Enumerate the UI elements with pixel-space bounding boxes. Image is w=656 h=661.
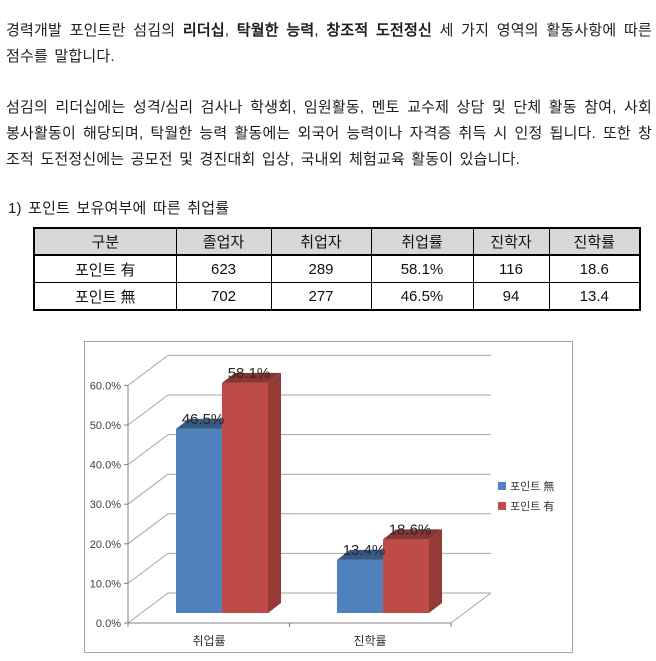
table-cell: 289: [270, 254, 372, 283]
legend-swatch: [498, 482, 506, 490]
header-cell-graduates: 졸업자: [175, 227, 272, 256]
y-tick-label: 10.0%: [90, 578, 121, 590]
header-cell-employed: 취업자: [270, 227, 372, 256]
category-label: 취업률: [192, 634, 225, 648]
section-heading: 1) 포인트 보유여부에 따른 취업률: [8, 200, 230, 217]
table-cell: 46.5%: [370, 282, 474, 311]
value-label: 58.1%: [228, 365, 271, 382]
table-cell: 277: [270, 282, 372, 311]
value-label: 18.6%: [389, 521, 432, 538]
p1-keyword-leadership: 리더십: [182, 22, 225, 39]
bar: [383, 529, 442, 613]
gridline-depth: [127, 592, 169, 624]
legend-swatch: [498, 502, 506, 510]
table-cell: 94: [472, 282, 550, 311]
bar: [222, 372, 281, 613]
header-cell-category: 구분: [33, 227, 177, 256]
gridline-depth: [127, 394, 169, 426]
table-header-row: 구분 졸업자 취업자 취업률 진학자 진학률: [33, 227, 641, 256]
intro-paragraph-2: 섬김의 리더십에는 성격/심리 검사나 학생회, 임원활동, 멘토 교수제 상담…: [6, 99, 652, 168]
gridline-depth: [127, 513, 169, 545]
p1-keyword-ability: 탁월한 능력: [236, 22, 315, 39]
employment-table: 구분 졸업자 취업자 취업률 진학자 진학률 포인트 有 623 289 58.…: [33, 227, 641, 311]
intro-paragraph-1: 경력개발 포인트란 섬김의 리더십, 탁월한 능력, 창조적 도전정신 세 가지…: [6, 18, 652, 70]
table-row: 포인트 有 623 289 58.1% 116 18.6: [33, 254, 641, 283]
value-label: 13.4%: [343, 542, 386, 559]
employment-rate-chart: 0.0% 10.0% 20.0% 30.0% 40.0% 50.0% 60.0% 취업률 진학률…: [84, 341, 573, 653]
legend-label: 포인트 有: [510, 499, 554, 513]
header-cell-employment-rate: 취업률: [370, 227, 474, 256]
table-cell: 18.6: [548, 254, 641, 283]
table-cell: 포인트 無: [33, 282, 177, 311]
header-cell-advancement-rate: 진학률: [548, 227, 641, 256]
p1-text: ,: [224, 22, 237, 39]
bar-chart-canvas: 0.0% 10.0% 20.0% 30.0% 40.0% 50.0% 60.0% 취업률 진학률…: [90, 354, 554, 648]
gridline-depth: [127, 354, 169, 386]
y-tick-label: 20.0%: [90, 539, 121, 551]
value-label: 46.5%: [182, 411, 225, 428]
y-tick-label: 60.0%: [90, 380, 121, 392]
bar: [176, 418, 235, 613]
category-label: 진학률: [353, 634, 386, 648]
y-tick-label: 50.0%: [90, 420, 121, 432]
legend-label: 포인트 無: [510, 479, 554, 493]
p1-text: ,: [314, 22, 327, 39]
table-cell: 623: [175, 254, 272, 283]
p1-keyword-challenge: 창조적 도전정신: [326, 22, 432, 39]
p1-text: 세 가지 영역의 활동사항에 따른 점수를 말합니다.: [6, 22, 652, 65]
gridline-depth: [127, 552, 169, 584]
y-tick-label: 30.0%: [90, 499, 121, 511]
p1-text: 경력개발 포인트란 섬김의: [6, 22, 183, 39]
table-row: 포인트 無 702 277 46.5% 94 13.4: [33, 282, 641, 311]
gridline-depth: [127, 434, 169, 465]
header-cell-advancing: 진학자: [472, 227, 550, 256]
table-cell: 58.1%: [370, 254, 474, 283]
y-tick-label: 0.0%: [96, 618, 121, 630]
floor-edge: [450, 592, 492, 624]
table-cell: 포인트 有: [33, 254, 177, 283]
table-cell: 116: [472, 254, 550, 283]
y-tick-label: 40.0%: [90, 460, 121, 472]
table-cell: 13.4: [548, 282, 641, 311]
table-cell: 702: [175, 282, 272, 311]
gridline-depth: [127, 473, 169, 505]
